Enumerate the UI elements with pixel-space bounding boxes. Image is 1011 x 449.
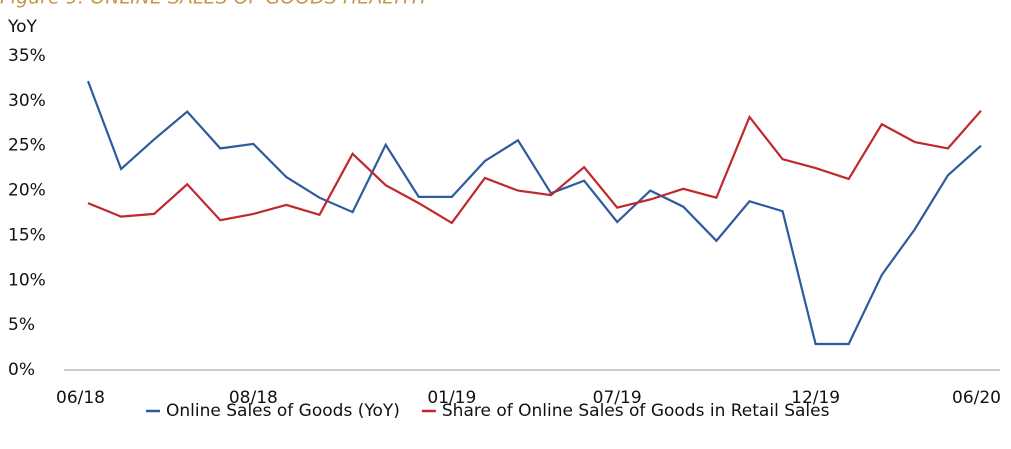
line-series [87,109,982,225]
chart-title: Figure 9: ONLINE SALES OF GOODS HEALTHY [0,0,431,9]
y-tick-label: 30% [8,91,46,111]
x-tick-label: 01/19 [427,388,476,408]
y-axis-label: YoY [7,17,38,37]
y-tick-label: 10% [8,270,46,290]
x-tick-label: 12/19 [791,388,840,408]
x-tick-label: 06/18 [56,388,105,408]
x-tick-label: 08/18 [229,388,278,408]
x-tick-label: 07/19 [593,388,642,408]
legend-label: Share of Online Sales of Goods in Retail… [442,401,830,421]
legend-label: Online Sales of Goods (YoY) [166,401,400,421]
y-tick-label: 25% [8,136,46,156]
y-tick-label: 35% [8,46,46,66]
y-tick-label: 5% [8,315,35,335]
line-series [86,80,982,346]
y-tick-label: 15% [8,225,46,245]
x-tick-label: 06/20 [952,388,1001,408]
y-tick-label: 20% [8,181,46,201]
y-tick-label: 0% [8,360,35,380]
